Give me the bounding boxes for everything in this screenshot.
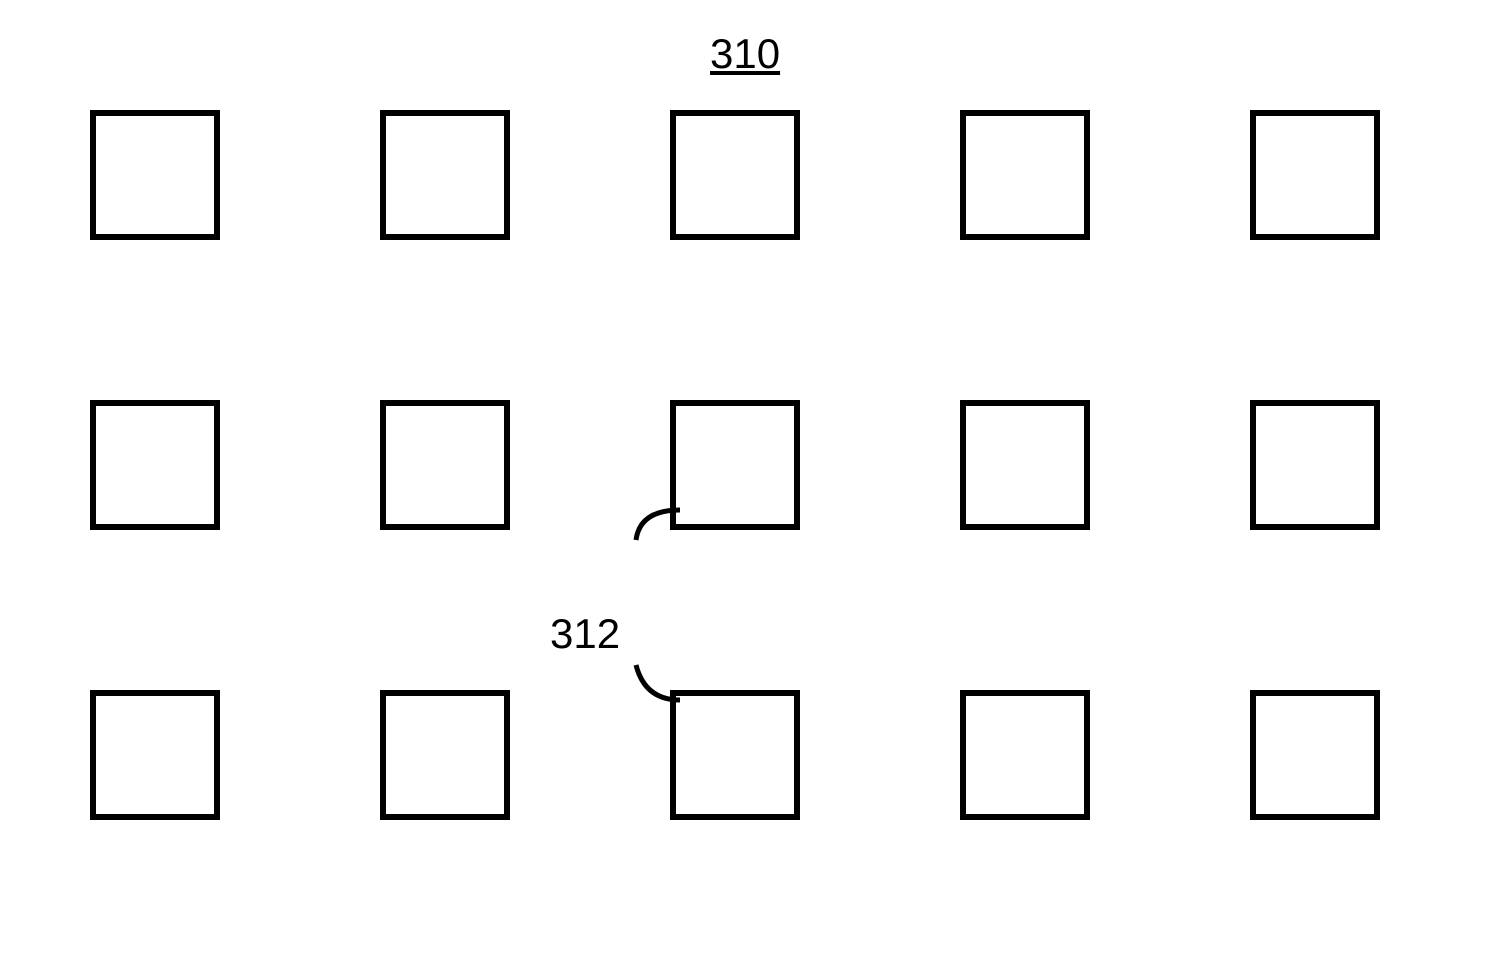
grid-square bbox=[380, 400, 510, 530]
grid-square-referenced bbox=[670, 400, 800, 530]
grid-square bbox=[670, 110, 800, 240]
grid-square bbox=[1250, 690, 1380, 820]
grid-square bbox=[90, 110, 220, 240]
grid-square bbox=[960, 690, 1090, 820]
grid-square bbox=[380, 110, 510, 240]
grid-square bbox=[960, 110, 1090, 240]
diagram-container: 310 312 bbox=[0, 0, 1501, 955]
grid-square bbox=[380, 690, 510, 820]
grid-square bbox=[960, 400, 1090, 530]
figure-title: 310 bbox=[710, 30, 780, 78]
grid-square-referenced bbox=[670, 690, 800, 820]
reference-label: 312 bbox=[550, 610, 620, 658]
grid-square bbox=[90, 690, 220, 820]
grid-square bbox=[1250, 400, 1380, 530]
grid-square bbox=[1250, 110, 1380, 240]
grid-square bbox=[90, 400, 220, 530]
